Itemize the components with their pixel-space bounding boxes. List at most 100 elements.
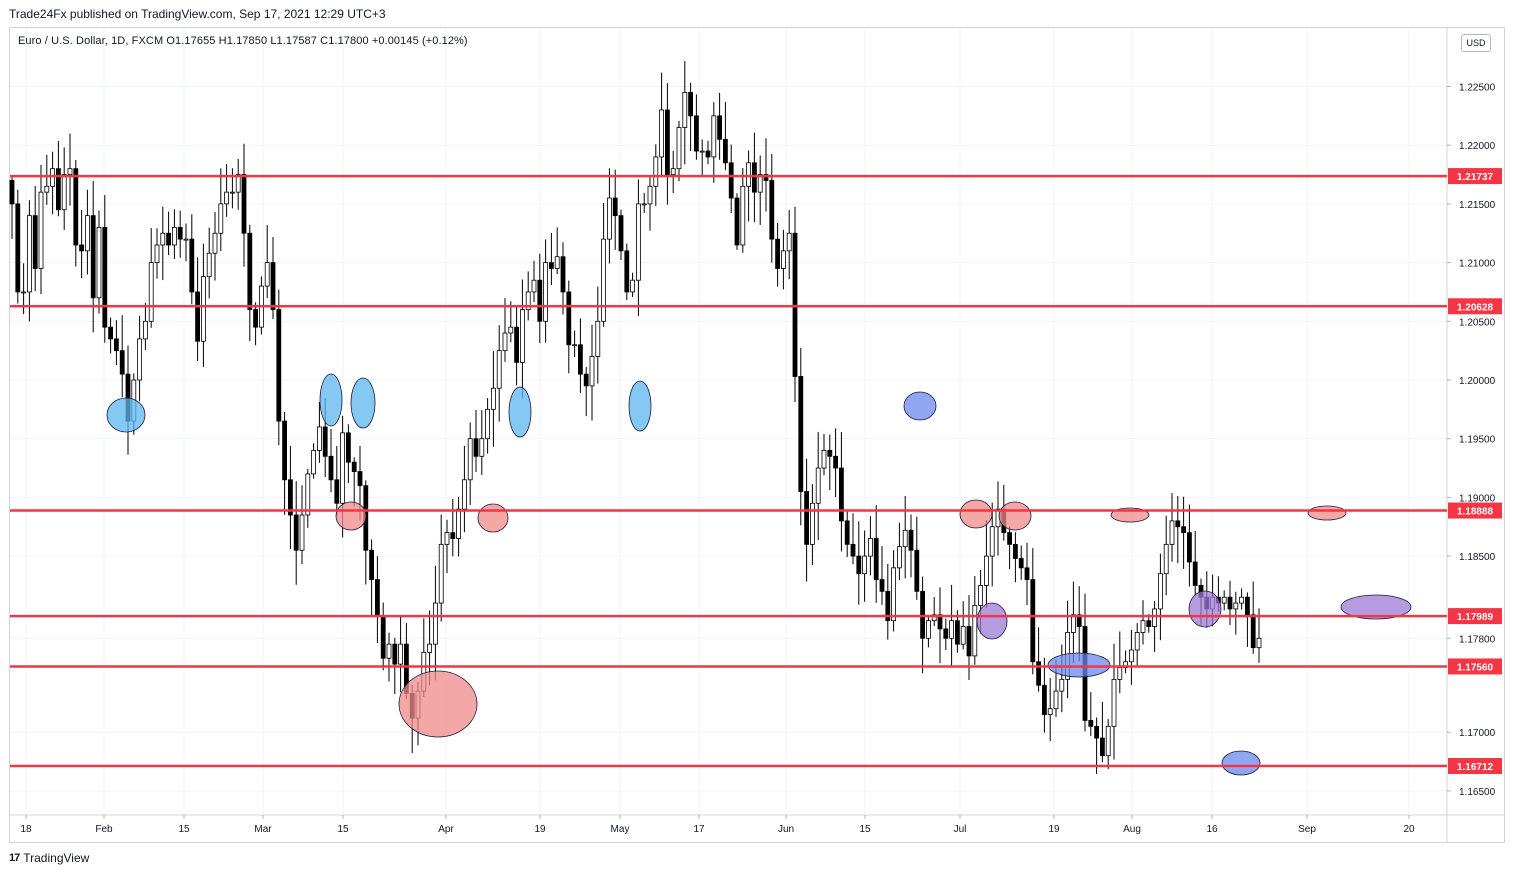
candle-bear [514, 326, 519, 363]
candle-bear [357, 471, 363, 487]
time-tick-label: Sep [1298, 824, 1316, 835]
candle-bull [601, 238, 606, 322]
candle-bear [108, 326, 113, 340]
annotation-ellipse-red [1307, 505, 1347, 521]
candle-bear [908, 529, 914, 551]
time-tick-label: Jul [954, 824, 967, 835]
candle-bear [287, 479, 293, 516]
candle-bull [520, 309, 525, 363]
price-tick-label: 1.18500 [1459, 552, 1496, 563]
candle-bull [85, 215, 90, 252]
candle-bull [1111, 678, 1117, 727]
candle-bull [235, 174, 241, 193]
candle-bear [102, 226, 108, 328]
candle-bull [398, 643, 404, 665]
annotation-ellipse-blue-light [319, 373, 343, 427]
candle-bear [728, 162, 734, 199]
candle-bear [1018, 558, 1024, 569]
candle-bull [821, 450, 827, 469]
candle-bull [862, 555, 867, 575]
candle-bear [90, 215, 96, 299]
candle-bear [1100, 737, 1105, 757]
candle-bear [392, 643, 398, 665]
candle-bull [781, 250, 786, 269]
candle-bear [282, 420, 288, 481]
candle-bull [171, 226, 177, 246]
candle-bull [427, 643, 433, 653]
candle-bear [833, 455, 838, 469]
candle-bear [1094, 725, 1099, 739]
annotation-ellipse-red [959, 499, 993, 529]
candle-bear [166, 232, 172, 246]
candle-bull [218, 203, 224, 234]
chart-frame [9, 27, 1505, 843]
candle-bear [752, 162, 757, 193]
candle-bull [746, 162, 751, 187]
level-price-label: 1.17989 [1457, 612, 1494, 623]
level-price-tag [1448, 758, 1502, 775]
price-tick-label: 1.20500 [1459, 317, 1496, 328]
candle-bear [734, 197, 740, 246]
candle-bull [461, 479, 467, 510]
tradingview-logo-icon: 17 [9, 852, 20, 864]
candle-bull [38, 191, 44, 269]
candle-bull [659, 109, 664, 158]
candle-bull [757, 174, 763, 193]
time-tick-label: Mar [254, 824, 272, 835]
candle-bull [572, 344, 577, 347]
annotation-ellipse-purple [1340, 594, 1412, 620]
candle-bear [1013, 543, 1018, 559]
level-price-label: 1.17560 [1457, 662, 1494, 673]
candle-bull [1071, 614, 1076, 633]
candle-bear [189, 238, 195, 293]
time-tick-label: 19 [1048, 824, 1060, 835]
annotation-ellipse-blue-light [628, 380, 652, 432]
candle-bear [79, 244, 84, 252]
candle-bear [937, 614, 943, 630]
candle-bull [26, 215, 32, 293]
annotation-ellipse-purple [1188, 590, 1222, 628]
candle-bear [688, 91, 693, 117]
candle-bear [665, 109, 670, 175]
candle-bear [1088, 720, 1094, 727]
candle-bull [490, 387, 496, 410]
candle-bull [438, 543, 444, 604]
candle-bear [1076, 614, 1082, 627]
candle-bear [119, 350, 125, 375]
candle-bull [902, 529, 908, 548]
candle-bear [723, 138, 728, 164]
level-price-tag [1448, 502, 1502, 519]
price-tick-label: 1.21000 [1459, 259, 1496, 270]
candle-bull [554, 256, 560, 269]
currency-button[interactable]: USD [1461, 34, 1491, 52]
candle-bear [694, 115, 699, 152]
candle-bear [276, 309, 282, 422]
time-tick-label: 20 [1403, 824, 1415, 835]
candle-bull [1256, 637, 1262, 649]
candle-bull [676, 127, 682, 170]
candle-bull [1239, 596, 1244, 604]
annotation-ellipse-red [477, 503, 509, 533]
candle-bear [775, 238, 780, 269]
candle-bull [1105, 725, 1111, 757]
candle-bear [374, 579, 380, 617]
time-tick-label: 15 [178, 824, 190, 835]
price-tick-label: 1.19500 [1459, 435, 1496, 446]
candle-bull [50, 168, 55, 187]
candle-bear [328, 455, 334, 481]
candle-bull [485, 408, 491, 440]
candle-bull [142, 320, 148, 340]
candle-bear [792, 232, 798, 377]
level-price-label: 1.21737 [1457, 172, 1494, 183]
candle-bull [1158, 573, 1163, 610]
candle-bear [873, 538, 879, 580]
annotation-ellipse-red [398, 670, 478, 738]
candle-bull [444, 532, 450, 545]
candle-bear [334, 479, 340, 504]
candle-bear [618, 215, 624, 252]
candle-bull [931, 614, 937, 622]
candle-bull [456, 508, 462, 539]
candle-bear [1245, 596, 1250, 616]
level-price-tag [1448, 608, 1502, 625]
